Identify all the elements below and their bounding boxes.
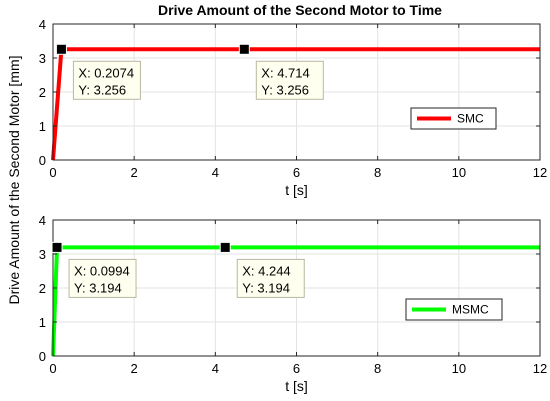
x-tick-label: 12	[533, 165, 547, 180]
series-line-msmc	[51, 245, 540, 357]
x-tick-label: 2	[131, 165, 138, 180]
x-tick-label: 2	[131, 361, 138, 376]
x-tick-label: 8	[374, 361, 381, 376]
y-tick-label: 0	[39, 349, 46, 364]
datatip-x-text: X: 0.0994	[74, 263, 130, 278]
figure-title: Drive Amount of the Second Motor to Time	[158, 2, 442, 18]
x-axis-label: t [s]	[285, 182, 308, 198]
legend-label-smc: SMC	[457, 112, 484, 126]
legend-box	[410, 107, 497, 130]
y-tick-label: 0	[39, 153, 46, 168]
datatip-box	[236, 258, 305, 298]
datatip-marker	[51, 241, 63, 253]
datatip-marker	[55, 43, 67, 55]
x-tick-label: 0	[49, 165, 56, 180]
x-tick-label: 6	[293, 165, 300, 180]
datatip-marker	[238, 43, 250, 55]
x-tick-label: 10	[452, 361, 466, 376]
x-axis-label: t [s]	[285, 378, 308, 394]
y-tick-label: 3	[39, 247, 46, 262]
legend-box	[405, 298, 503, 321]
datatip-x-text: X: 0.2074	[78, 65, 134, 80]
shared-y-axis-label: Drive Amount of the Second Motor [mm]	[6, 56, 22, 305]
x-tick-label: 4	[212, 165, 219, 180]
datatip-box	[72, 60, 141, 100]
datatip-box	[255, 60, 324, 100]
series-line-smc	[51, 47, 540, 161]
datatip-y-text: Y: 3.256	[78, 82, 126, 97]
y-tick-label: 1	[39, 119, 46, 134]
x-tick-label: 0	[49, 361, 56, 376]
datatip-x-text: X: 4.714	[261, 65, 309, 80]
datatip-y-text: Y: 3.256	[261, 82, 309, 97]
datatip-y-text: Y: 3.194	[242, 280, 290, 295]
datatip-x-text: X: 4.244	[242, 263, 290, 278]
legend-label-msmc: MSMC	[452, 303, 489, 317]
x-tick-label: 4	[212, 361, 219, 376]
y-tick-label: 2	[39, 281, 46, 296]
datatip-y-text: Y: 3.194	[74, 280, 122, 295]
x-tick-label: 6	[293, 361, 300, 376]
y-tick-label: 2	[39, 85, 46, 100]
y-tick-label: 3	[39, 51, 46, 66]
y-tick-label: 1	[39, 315, 46, 330]
y-tick-label: 4	[39, 213, 46, 228]
x-tick-label: 12	[533, 361, 547, 376]
y-tick-label: 4	[39, 17, 46, 32]
x-tick-label: 10	[452, 165, 466, 180]
x-tick-label: 8	[374, 165, 381, 180]
datatip-marker	[219, 241, 231, 253]
datatip-box	[68, 258, 137, 298]
